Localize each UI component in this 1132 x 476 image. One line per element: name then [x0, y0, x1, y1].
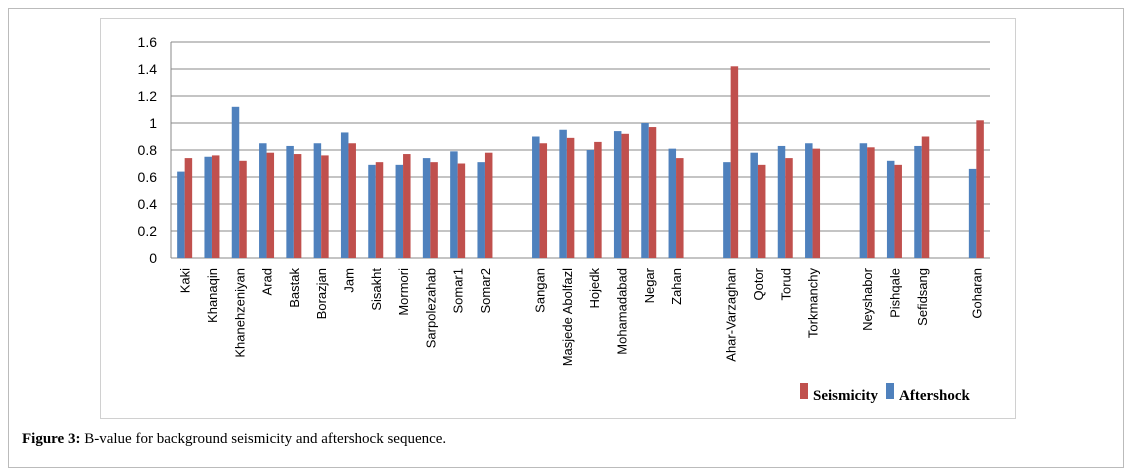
bar — [395, 164, 404, 258]
bar — [613, 131, 622, 258]
legend-label: Aftershock — [899, 388, 970, 404]
bar — [621, 133, 629, 258]
bar — [532, 136, 540, 258]
bar — [914, 145, 922, 258]
bar — [231, 106, 240, 258]
x-tick-label: Borazjan — [314, 268, 329, 319]
legend-swatch — [886, 383, 894, 399]
caption-label: Figure 3: — [22, 431, 80, 447]
bar — [894, 164, 902, 258]
bar — [313, 143, 322, 258]
x-tick-label: Neyshabor — [860, 267, 875, 331]
bar — [184, 158, 193, 258]
x-tick-label: Masjede Abolfazl — [560, 268, 575, 366]
figure-border — [8, 8, 1124, 468]
bar — [867, 147, 875, 258]
bar — [812, 148, 821, 258]
x-tick-label: Torkmanchy — [806, 268, 821, 339]
y-tick-label: 0.4 — [138, 196, 158, 212]
legend-swatch — [800, 383, 808, 399]
x-tick-label: Khanaqin — [205, 268, 220, 323]
bar — [211, 155, 220, 258]
x-tick-label: Torud — [778, 268, 793, 301]
bar — [777, 145, 786, 258]
y-tick-label: 0 — [149, 250, 157, 266]
x-tick-label: Jam — [341, 268, 356, 293]
bar — [750, 152, 758, 258]
bar — [668, 148, 677, 258]
x-tick-label: Sisakht — [369, 268, 384, 311]
x-tick-label: Qotor — [751, 267, 766, 300]
x-tick-label: Negar — [642, 267, 657, 303]
caption-text: B-value for background seismicity and af… — [84, 431, 446, 447]
bar — [968, 168, 977, 258]
y-tick-label: 0.2 — [138, 223, 158, 239]
bar — [921, 136, 930, 258]
bar — [539, 143, 548, 258]
bar — [430, 162, 438, 258]
y-tick-label: 0.8 — [138, 142, 158, 158]
x-tick-label: Mohamadabad — [614, 268, 629, 355]
x-tick-label: Somar2 — [478, 268, 493, 314]
x-tick-label: Pishqale — [887, 268, 902, 318]
x-tick-label: Bastak — [287, 268, 302, 308]
y-tick-label: 1.2 — [138, 88, 158, 104]
caption: Figure 3: B-value for background seismic… — [22, 431, 446, 447]
bar — [286, 145, 294, 258]
bar — [757, 164, 766, 258]
bar — [375, 162, 384, 258]
bar — [805, 143, 813, 258]
x-tick-label: Somar1 — [451, 268, 466, 314]
bar — [723, 162, 731, 258]
bar — [368, 164, 376, 258]
bar — [239, 160, 247, 258]
bar — [450, 151, 458, 258]
x-tick-label: Goharan — [969, 268, 984, 319]
bar — [321, 155, 329, 258]
bar — [477, 162, 485, 258]
bar — [204, 156, 212, 258]
bar — [859, 143, 868, 258]
x-tick-label: Mormori — [396, 268, 411, 316]
bar — [566, 137, 575, 258]
bar — [293, 154, 302, 258]
bar — [348, 143, 356, 258]
y-tick-label: 1.6 — [138, 34, 158, 50]
bar — [976, 120, 984, 258]
bar — [422, 158, 431, 258]
y-tick-label: 1 — [149, 115, 157, 131]
bar — [259, 143, 267, 258]
x-tick-label: Hojedk — [587, 268, 602, 309]
x-tick-label: Sangan — [533, 268, 548, 313]
bar — [586, 150, 595, 258]
legend-label: Seismicity — [813, 388, 878, 404]
bar — [484, 152, 493, 258]
bar — [177, 171, 185, 258]
y-tick-label: 0.6 — [138, 169, 158, 185]
x-tick-label: Kaki — [178, 268, 193, 293]
bar — [676, 158, 684, 258]
y-tick-label: 1.4 — [138, 61, 158, 77]
bar — [785, 158, 793, 258]
bar — [594, 141, 602, 258]
bar — [641, 123, 649, 258]
bar — [886, 160, 895, 258]
bar — [457, 163, 466, 258]
x-tick-label: Zahan — [669, 268, 684, 305]
bar — [266, 152, 275, 258]
chart-border — [100, 18, 1016, 419]
bar — [648, 127, 657, 258]
x-tick-label: Sefidsang — [915, 268, 930, 326]
bar — [340, 132, 349, 258]
x-tick-label: Sarpolezahab — [423, 268, 438, 348]
bar — [730, 66, 739, 258]
x-tick-label: Khanehzeniyan — [232, 268, 247, 358]
bar — [559, 129, 567, 258]
x-tick-label: Arad — [260, 268, 275, 295]
bar — [403, 154, 411, 258]
x-tick-label: Ahar-Varzaghan — [724, 268, 739, 362]
